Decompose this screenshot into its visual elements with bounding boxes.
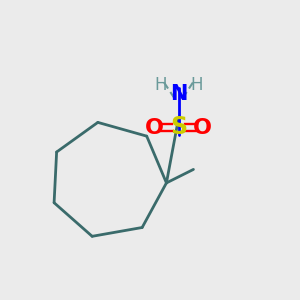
- Text: H: H: [190, 76, 203, 94]
- Text: S: S: [170, 116, 187, 140]
- Text: N: N: [170, 85, 187, 104]
- Text: O: O: [193, 118, 212, 137]
- Text: H: H: [154, 76, 167, 94]
- Text: O: O: [145, 118, 164, 137]
